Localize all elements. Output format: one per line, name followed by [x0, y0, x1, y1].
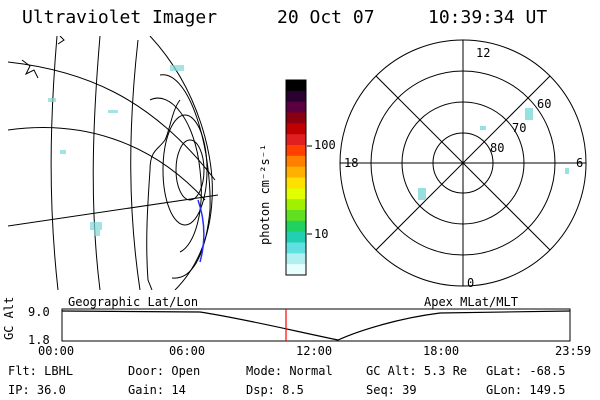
- colorbar-stripe: [286, 199, 306, 211]
- latitude-circle: [162, 114, 208, 226]
- instrument-title: Ultraviolet Imager: [22, 7, 218, 28]
- coastline: [21, 59, 39, 79]
- latitude-circle: [159, 74, 211, 279]
- coastline: [57, 36, 65, 45]
- colorbar-stripe: [286, 80, 306, 92]
- time-tick: 12:00: [296, 344, 333, 358]
- info-door: Door: Open: [128, 364, 201, 378]
- lat-label-80: 80: [490, 141, 505, 155]
- longitude-line: [92, 36, 101, 290]
- altitude-plot: [61, 308, 571, 342]
- colorbar-stripe: [286, 123, 306, 135]
- longitude-line: [130, 39, 141, 290]
- mlt-label-12: 12: [476, 46, 491, 60]
- time-tick: 23:59: [555, 344, 592, 358]
- colorbar-axis: [307, 145, 312, 235]
- altitude-ytick-low: 1.8: [28, 333, 50, 347]
- colorbar-stripe: [286, 231, 306, 243]
- latitude-circle: [175, 139, 205, 201]
- colorbar-stripe: [286, 210, 306, 222]
- info-gc-alt: GC Alt: 5.3 Re: [366, 364, 468, 378]
- colorbar-stripe: [286, 177, 306, 189]
- colorbar-stripe: [286, 145, 306, 157]
- time-tick: 18:00: [423, 344, 460, 358]
- altitude-frame: [61, 308, 571, 342]
- date-label: 20 Oct 07: [277, 7, 375, 28]
- info-flt: Flt: LBHL: [8, 364, 74, 378]
- latitude-line: [8, 61, 216, 181]
- emission-specks: [48, 65, 184, 236]
- latitude-line: [8, 127, 206, 201]
- info-mode: Mode: Normal: [246, 364, 333, 378]
- latitude-line: [8, 194, 218, 227]
- lat-label-70: 70: [512, 121, 527, 135]
- footprint-track: [197, 199, 205, 263]
- lat-label-60: 60: [537, 97, 552, 111]
- altitude-curve: [61, 310, 571, 341]
- colorbar-stripe: [286, 134, 306, 146]
- polar-panel-label: Apex MLat/MLT: [424, 295, 518, 309]
- colorbar-unit-label: photon cm⁻²s⁻¹: [258, 143, 272, 245]
- colorbar-tick-100: 100: [314, 138, 336, 152]
- info-dsp: Dsp: 8.5: [246, 383, 304, 397]
- info-glat: GLat: -68.5: [486, 364, 566, 378]
- info-glon: GLon: 149.5: [486, 383, 566, 397]
- colorbar: [285, 79, 307, 276]
- colorbar-stripe: [286, 242, 306, 254]
- colorbar-stripe: [286, 90, 306, 103]
- polar-emission: [418, 108, 569, 200]
- coastline: [146, 99, 181, 290]
- colorbar-stripe: [286, 253, 306, 265]
- colorbar-stripe: [286, 220, 306, 233]
- colorbar-stripe: [286, 112, 306, 124]
- colorbar-stripe: [286, 166, 306, 178]
- colorbar-stripe: [286, 188, 306, 200]
- limb-inner: [149, 97, 202, 253]
- mlt-label-18: 18: [344, 156, 359, 170]
- mlt-label-0: 0: [467, 276, 475, 290]
- colorbar-stripe: [286, 155, 306, 168]
- info-ip: IP: 36.0: [8, 383, 66, 397]
- colorbar-stripe: [286, 264, 306, 276]
- mlt-line: [375, 75, 551, 251]
- time-tick: 00:00: [38, 344, 75, 358]
- altitude-ytick-high: 9.0: [28, 305, 50, 319]
- colorbar-frame: [285, 79, 307, 276]
- longitude-line: [50, 36, 59, 290]
- geographic-map: [8, 36, 218, 290]
- mlt-label-6: 6: [576, 156, 584, 170]
- time-label: 10:39:34 UT: [428, 7, 548, 28]
- time-tick: 06:00: [169, 344, 206, 358]
- info-gain: Gain: 14: [128, 383, 186, 397]
- colorbar-stripe: [286, 101, 306, 113]
- geographic-panel-label: Geographic Lat/Lon: [68, 295, 199, 309]
- altitude-ylabel: GC Alt: [2, 296, 16, 340]
- polar-plot: [339, 39, 587, 287]
- colorbar-tick-10: 10: [314, 227, 329, 241]
- limb-outline: [149, 36, 213, 290]
- info-seq: Seq: 39: [366, 383, 417, 397]
